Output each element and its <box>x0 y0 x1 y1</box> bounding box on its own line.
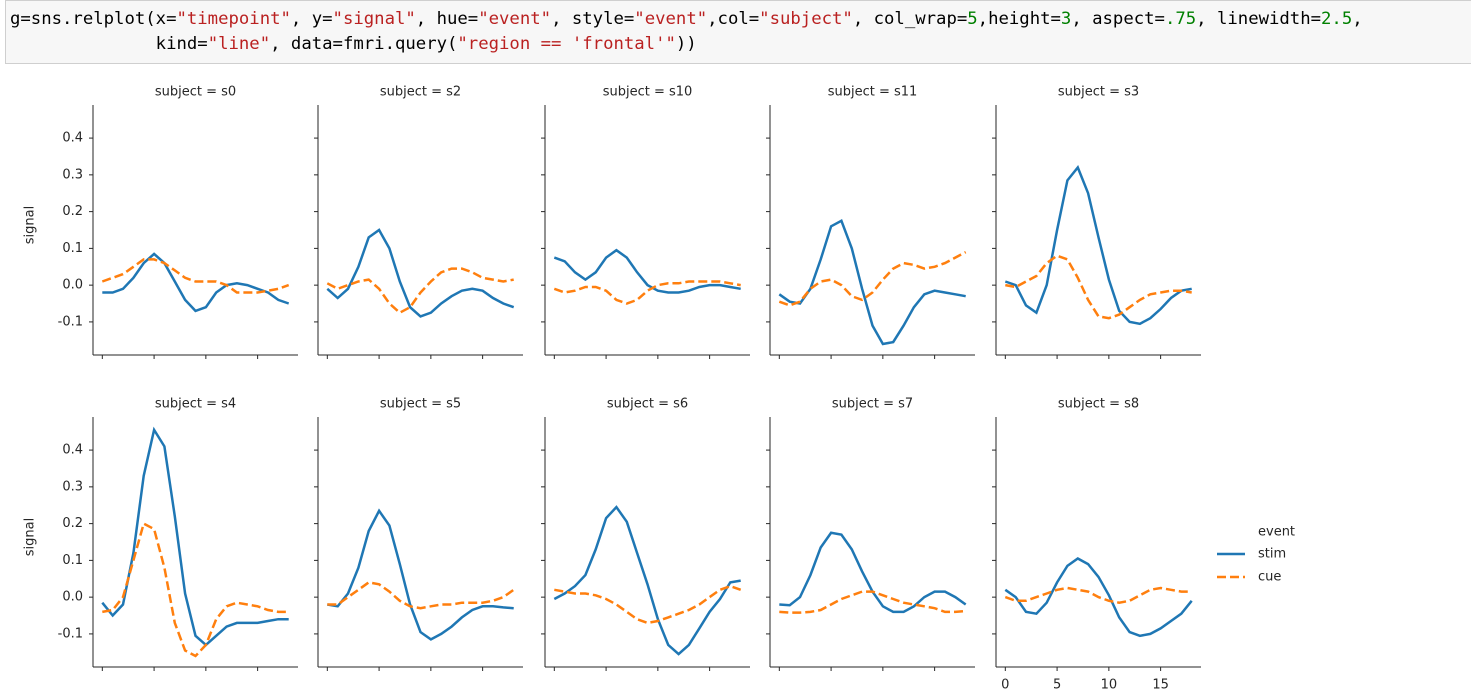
y-tick-label: 0.3 <box>62 479 83 494</box>
y-tick-label: -0.1 <box>58 626 83 641</box>
panel-title: subject = s7 <box>832 397 913 412</box>
y-tick-label: 0.4 <box>62 131 83 146</box>
series-line <box>1004 557 1193 638</box>
series-line <box>553 248 741 294</box>
legend-label: cue <box>1258 570 1281 585</box>
panel-title: subject = s11 <box>828 85 918 100</box>
series-line <box>102 252 290 313</box>
series-line <box>102 521 289 658</box>
y-tick-label: 0.1 <box>62 553 83 568</box>
series-line <box>101 426 289 647</box>
series-line <box>327 581 515 610</box>
series-line <box>553 505 741 656</box>
panel-title: subject = s8 <box>1058 397 1139 412</box>
y-axis-label: signal <box>23 518 38 556</box>
code-cell[interactable]: g=sns.relplot(x="timepoint", y="signal",… <box>5 0 1471 64</box>
y-tick-label: 0.0 <box>62 278 83 293</box>
series-line <box>778 250 967 307</box>
series-line <box>1004 165 1192 326</box>
y-tick-label: 0.0 <box>62 590 83 605</box>
x-tick-label: 10 <box>1101 678 1118 693</box>
panel-title: subject = s0 <box>155 85 236 100</box>
series-line <box>779 531 967 614</box>
legend-title: event <box>1258 525 1295 540</box>
code-line: kind="line", data=fmri.query("region == … <box>10 34 697 54</box>
series-line <box>779 590 966 614</box>
y-tick-label: 0.3 <box>62 167 83 182</box>
y-tick-label: 0.2 <box>62 516 83 531</box>
series-line <box>101 258 290 294</box>
x-tick-label: 5 <box>1053 678 1061 693</box>
y-tick-label: 0.4 <box>62 443 83 458</box>
legend-label: stim <box>1258 547 1286 562</box>
y-tick-label: 0.2 <box>62 204 83 219</box>
panel-title: subject = s6 <box>607 397 688 412</box>
panel-title: subject = s10 <box>603 85 693 100</box>
series-line <box>554 584 742 625</box>
panel-title: subject = s5 <box>380 397 461 412</box>
series-line <box>326 228 515 318</box>
x-tick-label: 15 <box>1152 678 1169 693</box>
x-tick-label: 0 <box>1001 678 1009 693</box>
series-line <box>553 280 741 305</box>
panel-title: subject = s3 <box>1058 85 1139 100</box>
series-line <box>326 267 514 315</box>
y-axis-label: signal <box>23 206 38 244</box>
panel-title: subject = s4 <box>155 397 236 412</box>
series-line <box>327 508 514 641</box>
series-line <box>1004 586 1192 604</box>
panel-title: subject = s2 <box>380 85 461 100</box>
series-line <box>1005 254 1192 320</box>
series-line <box>778 219 966 346</box>
y-tick-label: -0.1 <box>58 314 83 329</box>
y-tick-label: 0.1 <box>62 241 83 256</box>
code-line: g=sns.relplot(x="timepoint", y="signal",… <box>10 9 1363 29</box>
